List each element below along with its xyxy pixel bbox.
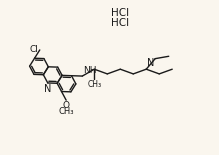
Text: CH₃: CH₃ (87, 80, 101, 89)
Text: NH: NH (83, 66, 96, 75)
Text: O: O (63, 101, 70, 110)
Text: HCl: HCl (111, 8, 129, 18)
Text: CH₃: CH₃ (58, 107, 74, 116)
Text: N: N (44, 84, 51, 94)
Text: N: N (147, 58, 155, 68)
Text: HCl: HCl (111, 18, 129, 28)
Text: Cl: Cl (30, 45, 39, 54)
